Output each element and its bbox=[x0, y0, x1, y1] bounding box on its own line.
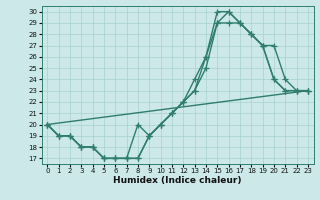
X-axis label: Humidex (Indice chaleur): Humidex (Indice chaleur) bbox=[113, 176, 242, 185]
